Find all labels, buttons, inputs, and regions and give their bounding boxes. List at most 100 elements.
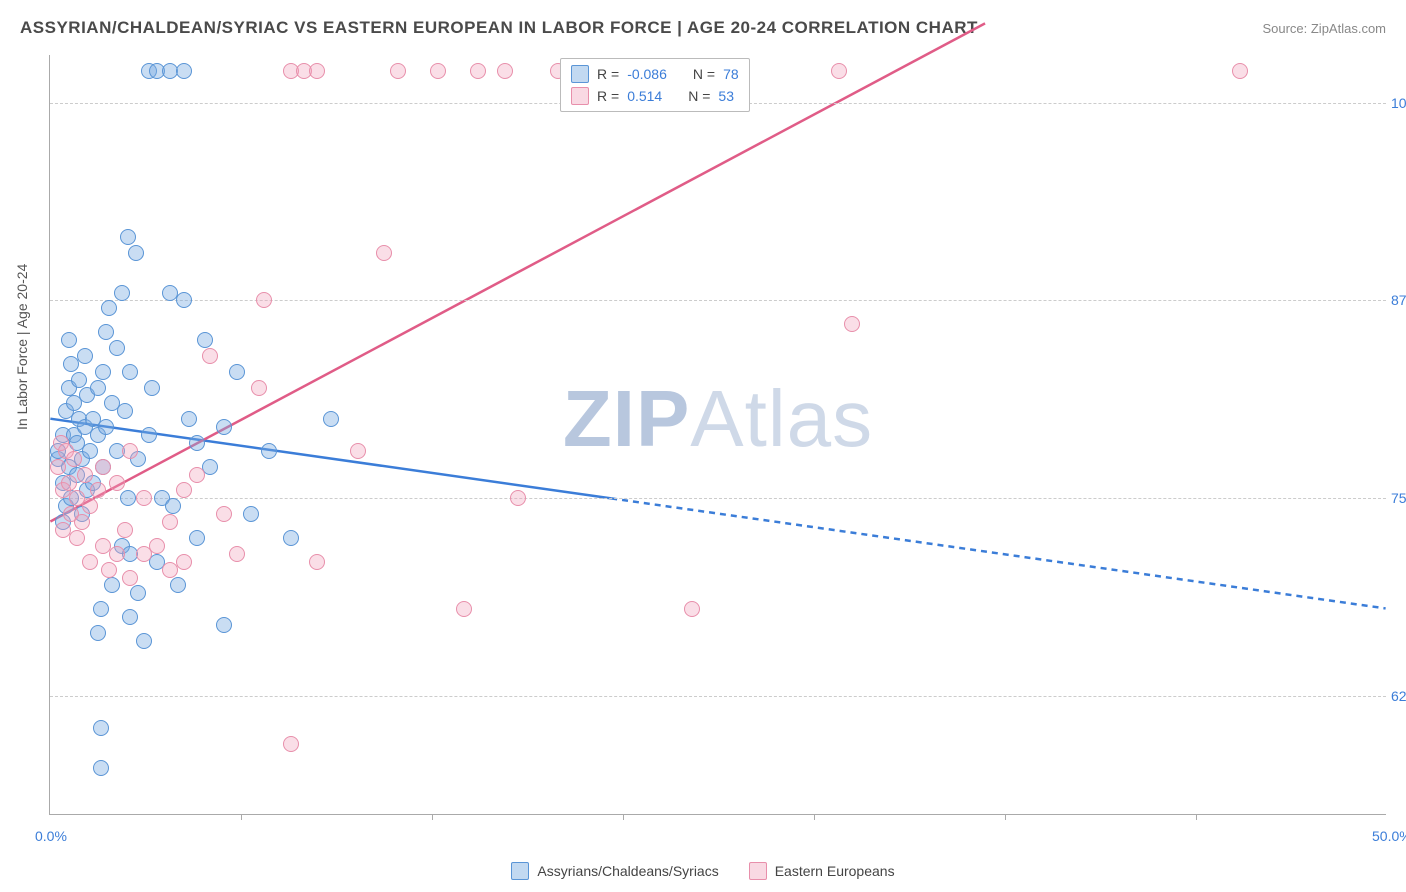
data-point [74,514,90,530]
data-point [93,720,109,736]
data-point [229,546,245,562]
data-point [71,372,87,388]
n-label: N = [688,88,710,104]
r-label: R = [597,66,619,82]
data-point [114,285,130,301]
data-point [98,324,114,340]
data-point [216,419,232,435]
data-point [93,760,109,776]
y-axis-label: In Labor Force | Age 20-24 [14,264,30,430]
r-value-blue: -0.086 [627,66,667,82]
swatch-pink-icon [749,862,767,880]
data-point [122,609,138,625]
data-point [141,427,157,443]
plot-area: ZIPAtlas 62.5%75.0%87.5%100.0%0.0%50.0% [49,55,1386,815]
trend-line [611,498,1385,608]
legend-row-pink: R = 0.514 N = 53 [571,85,739,107]
data-point [390,63,406,79]
data-point [309,63,325,79]
data-point [109,475,125,491]
data-point [165,498,181,514]
data-point [197,332,213,348]
data-point [144,380,160,396]
source-label: Source: ZipAtlas.com [1262,21,1386,36]
data-point [170,577,186,593]
legend-label-pink: Eastern Europeans [775,863,895,879]
data-point [162,514,178,530]
n-value-pink: 53 [718,88,734,104]
data-point [109,546,125,562]
x-tick [1005,814,1006,820]
data-point [90,380,106,396]
data-point [82,554,98,570]
data-point [130,585,146,601]
data-point [323,411,339,427]
data-point [122,364,138,380]
data-point [77,467,93,483]
legend-label-blue: Assyrians/Chaldeans/Syriacs [537,863,718,879]
data-point [216,506,232,522]
data-point [684,601,700,617]
gridline-h [50,696,1386,697]
data-point [69,530,85,546]
data-point [101,562,117,578]
legend-row-blue: R = -0.086 N = 78 [571,63,739,85]
swatch-pink-icon [571,87,589,105]
data-point [510,490,526,506]
data-point [176,554,192,570]
data-point [831,63,847,79]
data-point [350,443,366,459]
n-value-blue: 78 [723,66,739,82]
gridline-h [50,498,1386,499]
data-point [176,482,192,498]
data-point [95,364,111,380]
data-point [376,245,392,261]
legend-item-blue: Assyrians/Chaldeans/Syriacs [511,862,718,880]
series-legend: Assyrians/Chaldeans/Syriacs Eastern Euro… [0,862,1406,880]
data-point [283,530,299,546]
data-point [229,364,245,380]
data-point [1232,63,1248,79]
data-point [104,577,120,593]
data-point [122,570,138,586]
data-point [470,63,486,79]
x-tick [623,814,624,820]
y-tick-label: 87.5% [1391,292,1406,308]
legend-item-pink: Eastern Europeans [749,862,895,880]
data-point [50,459,66,475]
data-point [66,451,82,467]
data-point [189,467,205,483]
data-point [109,340,125,356]
r-value-pink: 0.514 [627,88,662,104]
data-point [95,459,111,475]
data-point [77,348,93,364]
data-point [82,498,98,514]
data-point [243,506,259,522]
y-tick-label: 62.5% [1391,688,1406,704]
data-point [497,63,513,79]
watermark: ZIPAtlas [563,373,873,465]
data-point [430,63,446,79]
data-point [136,633,152,649]
data-point [61,475,77,491]
data-point [120,490,136,506]
data-point [128,245,144,261]
data-point [189,530,205,546]
data-point [261,443,277,459]
correlation-legend: R = -0.086 N = 78 R = 0.514 N = 53 [560,58,750,112]
data-point [98,419,114,435]
data-point [176,63,192,79]
r-label: R = [597,88,619,104]
data-point [844,316,860,332]
swatch-blue-icon [511,862,529,880]
data-point [251,380,267,396]
chart-title: ASSYRIAN/CHALDEAN/SYRIAC VS EASTERN EURO… [20,18,978,38]
data-point [149,538,165,554]
x-tick [814,814,815,820]
swatch-blue-icon [571,65,589,83]
data-point [117,403,133,419]
x-tick [241,814,242,820]
data-point [90,482,106,498]
n-label: N = [693,66,715,82]
data-point [176,292,192,308]
